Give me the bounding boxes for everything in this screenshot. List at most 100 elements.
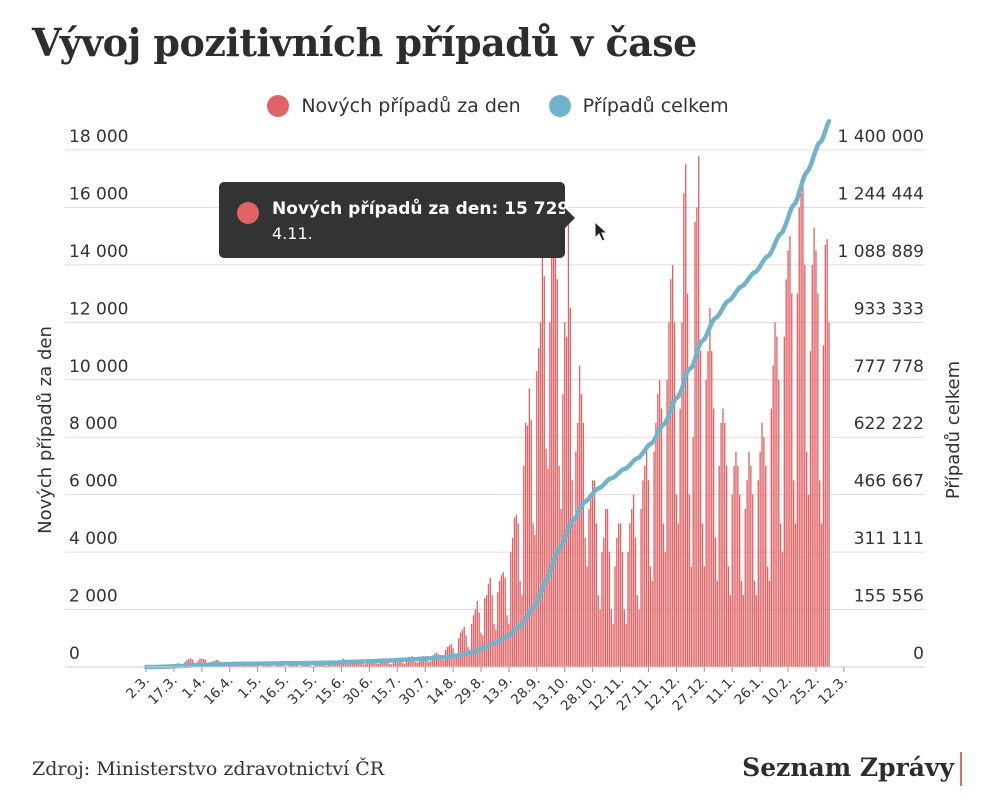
daily-bar[interactable] [591,480,594,667]
daily-bar[interactable] [303,664,305,667]
daily-bar[interactable] [791,293,793,667]
daily-bar[interactable] [631,509,633,667]
daily-bar[interactable] [538,348,540,667]
daily-bar[interactable] [270,665,272,667]
daily-bar[interactable] [454,654,456,667]
daily-bar[interactable] [599,609,601,667]
daily-bar[interactable] [558,465,560,667]
daily-bar[interactable] [281,665,283,667]
daily-bar[interactable] [608,552,611,667]
daily-bar[interactable] [601,552,603,667]
daily-bar[interactable] [381,659,384,667]
daily-bar[interactable] [461,629,464,667]
daily-bar[interactable] [394,658,397,667]
daily-bar[interactable] [683,193,685,667]
daily-bar[interactable] [268,665,270,667]
daily-bar[interactable] [634,537,637,667]
daily-bar[interactable] [370,659,372,667]
daily-bar[interactable] [279,665,281,667]
daily-bar[interactable] [428,661,430,667]
daily-bar[interactable] [621,552,624,667]
daily-bar[interactable] [675,494,678,667]
daily-bar[interactable] [430,661,432,667]
daily-bar[interactable] [783,336,786,667]
daily-bar[interactable] [800,193,802,667]
daily-bar[interactable] [577,422,579,667]
daily-bar[interactable] [400,659,402,667]
daily-bar[interactable] [742,595,745,667]
daily-bar[interactable] [826,239,828,668]
daily-bar[interactable] [504,577,506,667]
daily-bar[interactable] [511,537,514,667]
daily-bar[interactable] [524,422,527,667]
daily-bar[interactable] [474,609,477,667]
daily-bar[interactable] [698,155,700,668]
daily-bar[interactable] [489,577,491,667]
daily-bar[interactable] [536,371,538,667]
daily-bar[interactable] [779,523,782,667]
daily-bar[interactable] [677,523,679,667]
daily-bar[interactable] [497,592,499,667]
daily-bar[interactable] [807,494,810,667]
daily-bar[interactable] [337,664,339,667]
daily-bar[interactable] [694,221,696,667]
daily-bar[interactable] [567,215,570,668]
daily-bar[interactable] [551,233,553,668]
daily-bar[interactable] [532,523,534,667]
daily-bar[interactable] [709,307,711,667]
daily-bar[interactable] [640,509,642,667]
daily-bar[interactable] [578,365,581,667]
daily-bar[interactable] [390,664,393,667]
daily-bar[interactable] [785,279,787,667]
daily-bar[interactable] [433,653,436,667]
daily-bar[interactable] [420,657,423,667]
daily-bar[interactable] [502,572,504,667]
daily-bar[interactable] [296,665,298,667]
daily-bar[interactable] [351,662,354,667]
daily-bar[interactable] [712,408,715,668]
daily-bar[interactable] [487,583,490,667]
daily-bar[interactable] [593,480,596,667]
daily-bar[interactable] [685,164,687,668]
daily-bar[interactable] [789,236,791,668]
daily-bar[interactable] [813,227,815,668]
daily-bar[interactable] [759,451,761,667]
daily-bar[interactable] [746,480,748,667]
daily-bar[interactable] [292,665,294,667]
daily-bar[interactable] [658,379,661,667]
daily-bar[interactable] [377,663,380,667]
daily-bar[interactable] [539,322,542,667]
daily-bar[interactable] [366,660,369,667]
daily-bar[interactable] [781,552,784,667]
daily-bar[interactable] [681,322,683,667]
daily-bar[interactable] [500,575,503,667]
daily-bar[interactable] [822,345,825,667]
daily-bar[interactable] [666,379,668,667]
daily-bar[interactable] [763,437,765,667]
daily-bar[interactable] [357,660,359,667]
daily-bar[interactable] [355,661,357,667]
daily-bar[interactable] [305,664,307,667]
daily-bar[interactable] [513,517,516,667]
daily-bar[interactable] [547,468,549,667]
daily-bar[interactable] [623,609,625,667]
daily-bar[interactable] [772,365,774,667]
daily-bar[interactable] [610,609,612,667]
daily-bar[interactable] [426,657,428,667]
daily-bar[interactable] [564,322,566,667]
daily-bar[interactable] [722,408,724,668]
legend-item-daily[interactable]: Nových případů za den [267,95,521,117]
daily-bar[interactable] [753,580,756,667]
daily-bar[interactable] [627,552,629,667]
daily-bar[interactable] [766,566,769,667]
daily-bar[interactable] [690,566,692,667]
daily-bar[interactable] [696,207,698,667]
daily-bar[interactable] [757,480,759,667]
daily-bar[interactable] [720,422,722,667]
daily-bar[interactable] [422,656,424,667]
daily-bar[interactable] [325,665,328,667]
daily-bar[interactable] [189,658,192,667]
daily-bar[interactable] [526,425,529,667]
daily-bar[interactable] [802,187,804,667]
